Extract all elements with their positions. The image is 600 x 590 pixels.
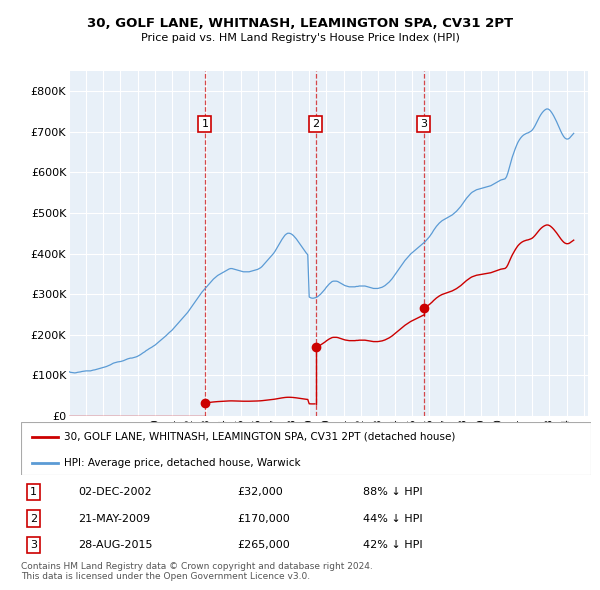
Text: 30, GOLF LANE, WHITNASH, LEAMINGTON SPA, CV31 2PT: 30, GOLF LANE, WHITNASH, LEAMINGTON SPA,… xyxy=(87,17,513,30)
Text: 3: 3 xyxy=(30,540,37,550)
Text: £32,000: £32,000 xyxy=(238,487,283,497)
Text: 30, GOLF LANE, WHITNASH, LEAMINGTON SPA, CV31 2PT (detached house): 30, GOLF LANE, WHITNASH, LEAMINGTON SPA,… xyxy=(64,432,455,442)
Text: 1: 1 xyxy=(202,119,208,129)
Text: 28-AUG-2015: 28-AUG-2015 xyxy=(78,540,152,550)
Text: 21-MAY-2009: 21-MAY-2009 xyxy=(78,513,150,523)
Text: 3: 3 xyxy=(420,119,427,129)
Text: 42% ↓ HPI: 42% ↓ HPI xyxy=(363,540,422,550)
Text: 1: 1 xyxy=(30,487,37,497)
Text: £170,000: £170,000 xyxy=(238,513,290,523)
Text: HPI: Average price, detached house, Warwick: HPI: Average price, detached house, Warw… xyxy=(64,458,301,468)
Text: 2: 2 xyxy=(312,119,319,129)
Text: 02-DEC-2002: 02-DEC-2002 xyxy=(78,487,152,497)
Text: 44% ↓ HPI: 44% ↓ HPI xyxy=(363,513,422,523)
Text: Contains HM Land Registry data © Crown copyright and database right 2024.
This d: Contains HM Land Registry data © Crown c… xyxy=(21,562,373,581)
Text: 88% ↓ HPI: 88% ↓ HPI xyxy=(363,487,422,497)
Text: 2: 2 xyxy=(30,513,37,523)
FancyBboxPatch shape xyxy=(21,422,591,475)
Text: £265,000: £265,000 xyxy=(238,540,290,550)
Text: Price paid vs. HM Land Registry's House Price Index (HPI): Price paid vs. HM Land Registry's House … xyxy=(140,34,460,43)
